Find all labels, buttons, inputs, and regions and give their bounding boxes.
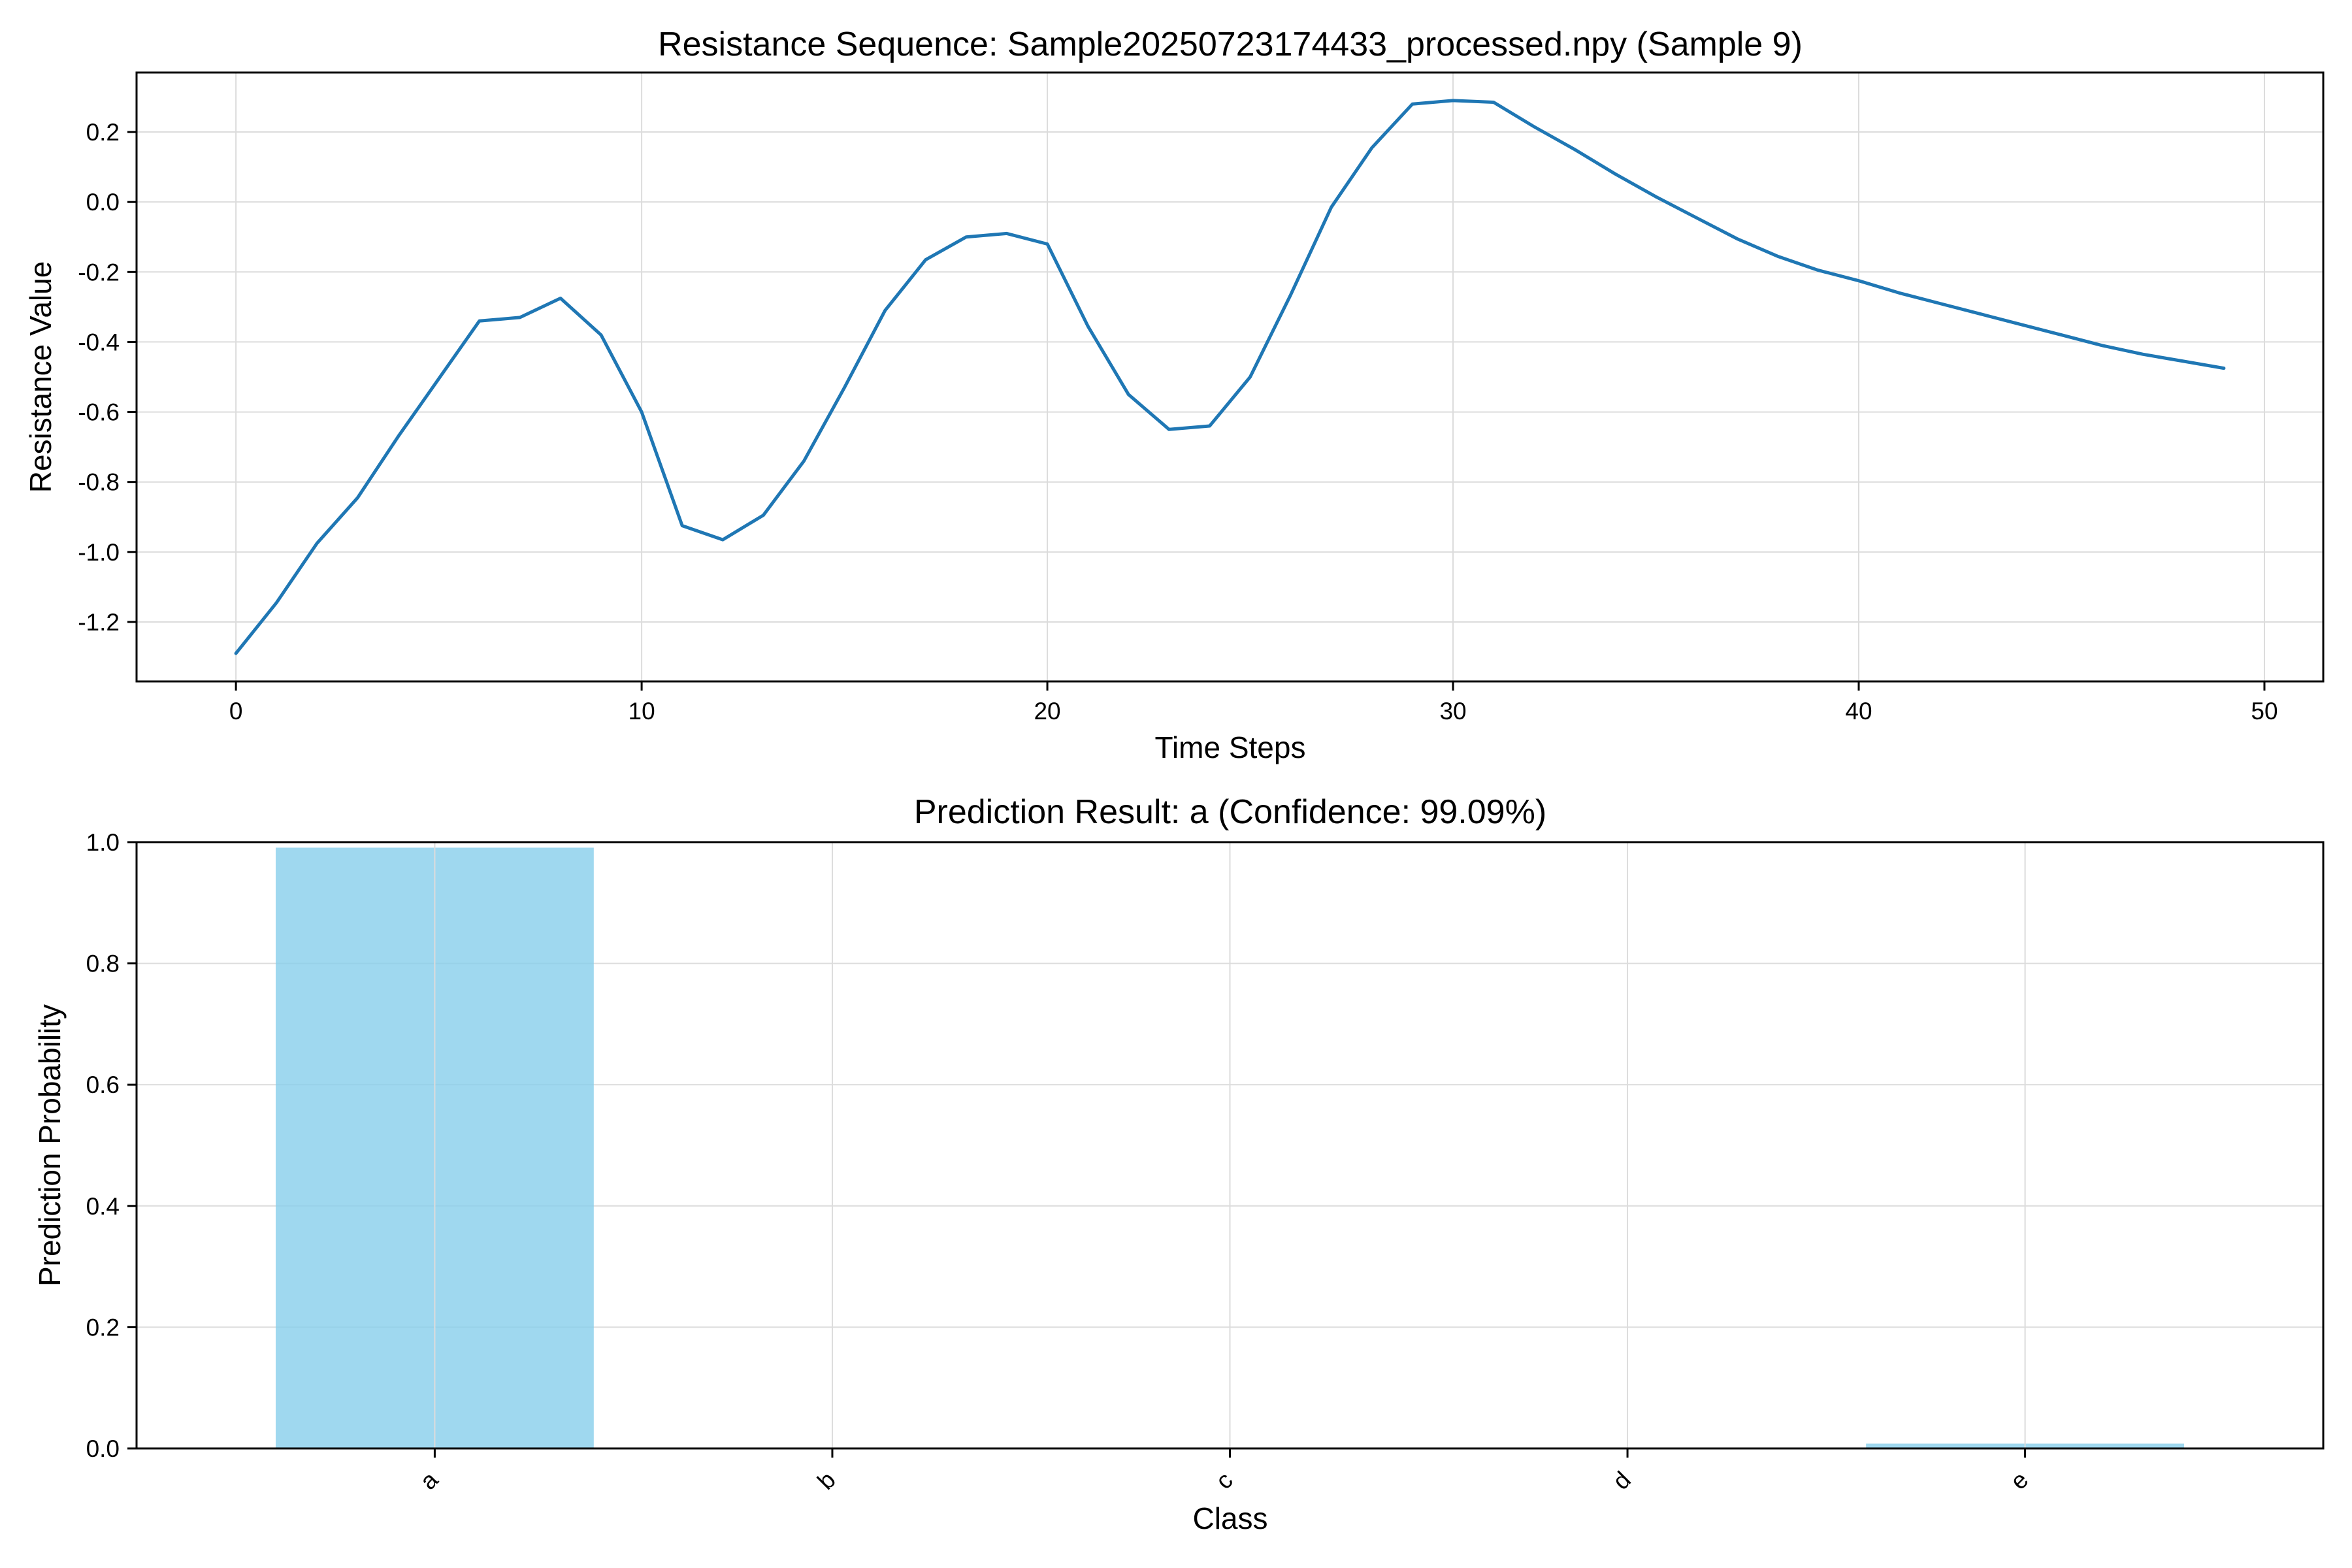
line-chart-x-tick-label: 30 bbox=[1439, 698, 1466, 725]
bar-chart-x-tick-label: d bbox=[1607, 1466, 1636, 1495]
bar-chart-x-axis-label: Class bbox=[1192, 1501, 1267, 1535]
bar-chart-y-tick-label: 0.6 bbox=[86, 1071, 120, 1098]
line-chart-y-tick-label: -1.2 bbox=[78, 609, 120, 636]
line-chart-x-tick-label: 20 bbox=[1034, 698, 1060, 725]
line-chart-x-tick-label: 50 bbox=[2251, 698, 2278, 725]
line-chart-y-axis-label: Resistance Value bbox=[24, 261, 57, 493]
line-chart-grid bbox=[137, 73, 2323, 681]
bar-chart-x-tick-label: e bbox=[2005, 1466, 2034, 1495]
line-chart-x-tick-label: 10 bbox=[629, 698, 655, 725]
line-chart-x-axis-label: Time Steps bbox=[1155, 730, 1306, 764]
bar-chart-x-tick-label: a bbox=[415, 1466, 444, 1495]
bar-chart-title: Prediction Result: a (Confidence: 99.09%… bbox=[914, 793, 1546, 831]
line-chart-title: Resistance Sequence: Sample2025072317443… bbox=[658, 25, 1803, 63]
line-chart-y-tick-label: 0.0 bbox=[86, 189, 120, 216]
resistance-series-line bbox=[234, 99, 2226, 655]
bar-chart-panel: Prediction Result: a (Confidence: 99.09%… bbox=[33, 793, 2325, 1535]
line-chart-frame bbox=[135, 71, 2325, 683]
line-chart-y-ticks: -1.2 -1.0 -0.8 -0.6 -0.4 -0.2 0.0 0.2 bbox=[78, 119, 137, 636]
bar-chart-y-ticks: 0.0 0.2 0.4 0.6 0.8 1.0 bbox=[86, 829, 137, 1462]
bar-chart-x-ticks: a b c d e bbox=[415, 1448, 2034, 1495]
line-chart-y-tick-label: -0.2 bbox=[78, 259, 120, 286]
bar-chart-x-tick-label: c bbox=[1211, 1467, 1238, 1494]
bar-chart-x-tick-label: b bbox=[812, 1466, 841, 1495]
line-chart-y-tick-label: 0.2 bbox=[86, 119, 120, 146]
line-chart-x-tick-label: 40 bbox=[1845, 698, 1872, 725]
bar-chart-frame bbox=[135, 841, 2325, 1450]
bar-chart-y-tick-label: 0.4 bbox=[86, 1193, 120, 1220]
bar-chart-y-axis-label: Prediction Probability bbox=[33, 1004, 67, 1286]
line-chart-y-tick-label: -0.6 bbox=[78, 399, 120, 426]
bar-chart-y-tick-label: 1.0 bbox=[86, 829, 120, 856]
line-chart-x-tick-label: 0 bbox=[229, 698, 243, 725]
bar-chart-y-tick-label: 0.0 bbox=[86, 1435, 120, 1462]
bar-chart-y-tick-label: 0.2 bbox=[86, 1314, 120, 1341]
line-chart-y-tick-label: -0.4 bbox=[78, 329, 120, 355]
line-chart-y-tick-label: -1.0 bbox=[78, 539, 120, 566]
line-chart-x-ticks: 0 10 20 30 40 50 bbox=[229, 681, 2278, 725]
bar-chart-y-tick-label: 0.8 bbox=[86, 951, 120, 977]
line-chart-y-tick-label: -0.8 bbox=[78, 469, 120, 496]
line-chart-panel: Resistance Sequence: Sample2025072317443… bbox=[24, 25, 2325, 764]
bar-chart-vertical-grid bbox=[434, 842, 2026, 1448]
